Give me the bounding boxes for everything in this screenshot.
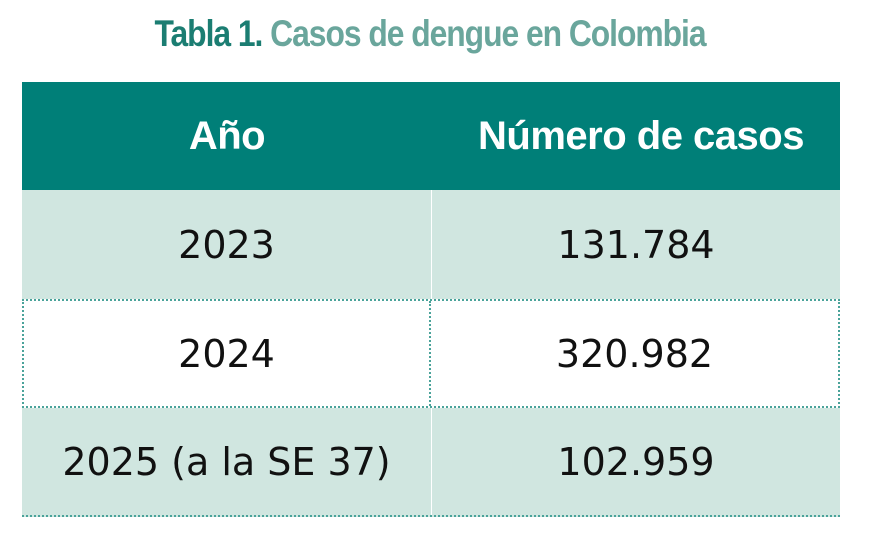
case-count-cell: 131.784 [557,222,715,267]
table-row: 2023 131.784 [22,190,840,299]
case-count-cell: 320.982 [555,331,714,376]
caption-label: Tabla 1. [154,13,263,54]
header-case-count: Número de casos [478,113,804,158]
case-count-cell: 102.959 [557,439,715,484]
caption-title: Casos de dengue en Colombia [270,13,706,54]
header-year: Año [188,113,266,158]
table-header-row: Año Número de casos [22,82,840,190]
dengue-cases-table: Año Número de casos 2023 131.784 2024 32… [22,82,840,517]
table-row: 2024 320.982 [22,299,840,408]
table-row: 2025 (a la SE 37) 102.959 [22,408,840,517]
year-cell: 2023 [22,190,432,299]
year-cell: 2025 (a la SE 37) [22,408,432,515]
table-caption: Tabla 1. Casos de dengue en Colombia [60,8,800,60]
year-cell: 2024 [24,301,431,406]
